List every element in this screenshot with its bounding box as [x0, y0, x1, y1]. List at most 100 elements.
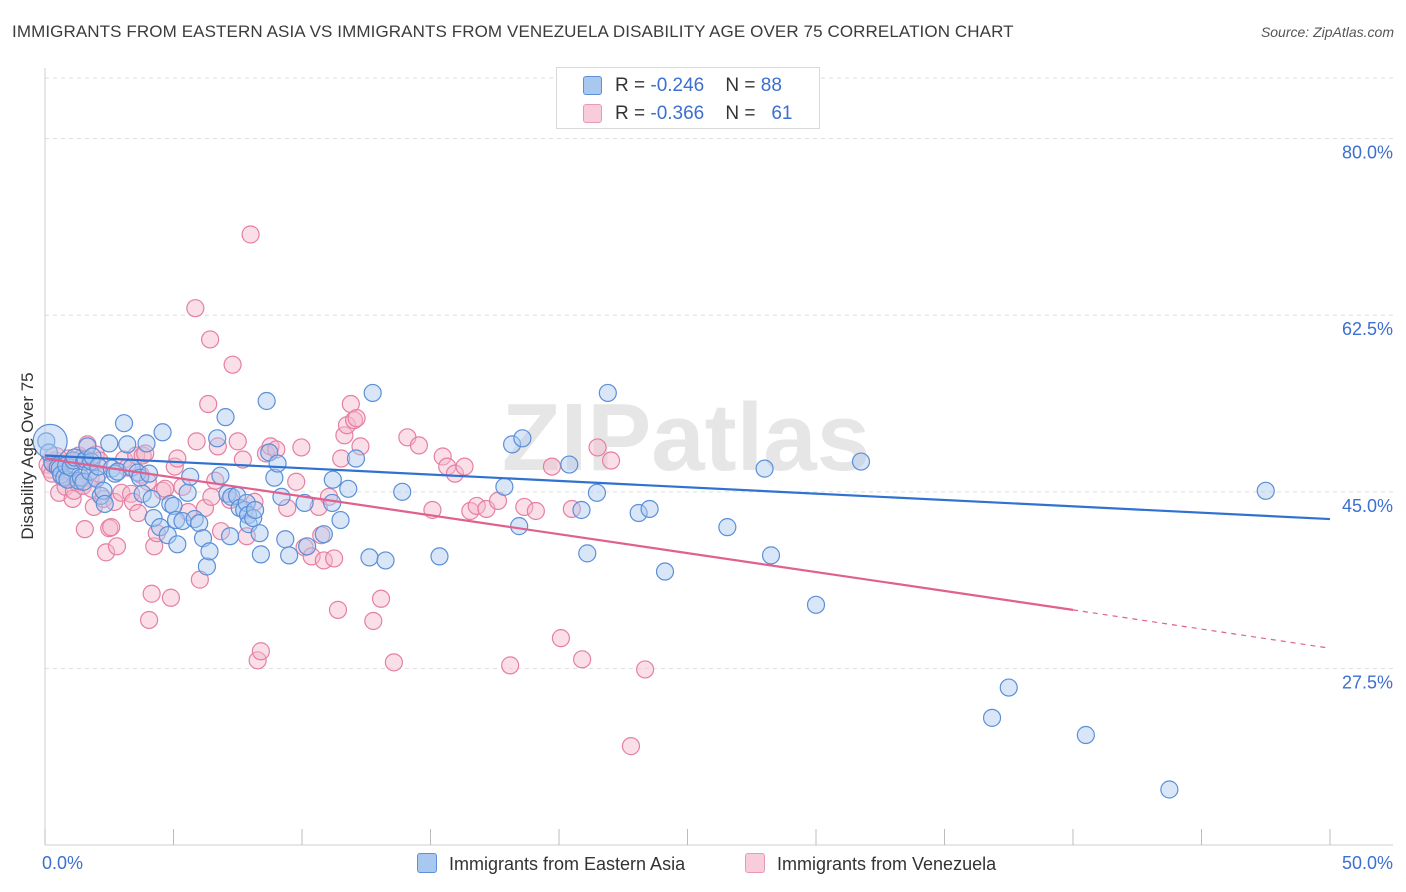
legend-r-label: R = [615, 75, 651, 96]
venezuela-point-115 [601, 451, 621, 470]
eastern-asia-point-30 [114, 414, 134, 433]
eastern-asia-point-101 [640, 499, 659, 519]
eastern-asia-point-89 [393, 482, 412, 501]
eastern-asia-point-112 [1256, 481, 1275, 500]
eastern-asia-point-73 [265, 468, 284, 487]
eastern-asia-point-25 [95, 494, 114, 514]
venezuela-point-59 [202, 487, 221, 506]
venezuela-point-86 [332, 449, 351, 468]
venezuela-point-62 [211, 522, 231, 541]
legend-n-label: N = [725, 103, 761, 124]
eastern-asia-point-17 [78, 437, 97, 456]
venezuela-point-75 [278, 498, 297, 518]
venezuela-point-85 [328, 600, 348, 619]
venezuela-point-65 [228, 432, 247, 451]
venezuela-point-112 [562, 499, 581, 519]
venezuela-point-37 [129, 503, 148, 523]
bottom-legend-label-blue: Immigrants from Eastern Asia [449, 854, 686, 874]
eastern-asia-point-0 [37, 432, 56, 451]
venezuela-point-97 [409, 436, 429, 455]
venezuela-point-101 [445, 464, 465, 483]
legend-swatch-blue [583, 76, 602, 95]
venezuela-point-50 [168, 449, 187, 468]
eastern-asia-point-105 [761, 546, 781, 565]
tick-labels: 27.5% 45.0% 62.5% 80.0% 0.0% 50.0% [42, 143, 1393, 873]
watermark: ZIPatlas [502, 384, 870, 491]
venezuela-point-93 [364, 611, 383, 631]
venezuela-point-114 [588, 438, 607, 457]
eastern-asia-point-39 [144, 508, 163, 528]
eastern-asia-point-43 [161, 494, 180, 514]
venezuela-point-42 [139, 610, 159, 630]
eastern-asia-point-48 [178, 483, 197, 502]
bottom-legend-swatch-pink [745, 853, 765, 873]
venezuela-point-48 [161, 588, 181, 607]
gridlines [45, 77, 1393, 669]
eastern-asia-point-79 [298, 537, 317, 556]
eastern-asia-point-31 [118, 435, 137, 454]
eastern-asia-point-29 [108, 462, 127, 481]
venezuela-point-99 [433, 447, 452, 466]
legend-n-value-pink: 61 [771, 103, 793, 124]
eastern-asia-point-71 [257, 391, 276, 411]
eastern-asia-point-68 [245, 500, 265, 520]
eastern-asia-point-95 [560, 455, 579, 474]
venezuela-point-92 [351, 437, 370, 456]
eastern-asia-point-87 [363, 383, 382, 403]
eastern-asia-point-84 [339, 479, 358, 498]
eastern-asia-point-83 [331, 510, 350, 530]
legend-n-label: N = [725, 75, 761, 96]
eastern-asia-point-82 [323, 470, 342, 489]
venezuela-point-107 [501, 656, 520, 675]
venezuela-point-30 [107, 537, 127, 556]
eastern-asia-point-85 [346, 449, 366, 468]
eastern-asia-point-51 [190, 513, 209, 533]
venezuela-point-91 [347, 409, 366, 428]
eastern-asia-point-57 [216, 408, 235, 427]
legend-r-value-blue: -0.246 [650, 75, 705, 96]
eastern-asia-point-78 [295, 493, 314, 513]
venezuela-point-102 [455, 457, 474, 476]
eastern-asia-point-35 [133, 484, 152, 503]
venezuela-point-26 [96, 543, 116, 562]
venezuela-point-53 [186, 299, 205, 318]
eastern-asia-point-92 [502, 435, 522, 454]
source-credit: Source: ZipAtlas.com [1260, 24, 1394, 40]
eastern-asia-point-44 [164, 496, 183, 516]
eastern-asia-point-108 [982, 708, 1002, 727]
eastern-asia-point-80 [314, 525, 333, 544]
venezuela-point-76 [287, 472, 306, 491]
eastern-asia-point-109 [999, 678, 1018, 697]
eastern-asia-point-38 [142, 489, 161, 508]
legend-n-value-blue: 88 [760, 75, 782, 96]
venezuela-point-17 [75, 520, 94, 539]
venezuela-point-110 [542, 457, 562, 476]
venezuela-point-117 [635, 660, 655, 679]
eastern-asia-point-70 [251, 545, 270, 564]
eastern-asia-point-90 [430, 547, 449, 566]
eastern-asia-point-45 [166, 510, 186, 530]
venezuela-point-43 [142, 584, 161, 603]
venezuela-point-94 [371, 589, 391, 608]
eastern-asia-point-large [32, 423, 68, 459]
eastern-asia-point-98 [587, 483, 607, 502]
x-tick-label-min: 0.0% [42, 853, 83, 873]
series-eastern-asia-points [32, 383, 1275, 799]
x-tick-label-max: 50.0% [1342, 853, 1393, 873]
eastern-asia-point-76 [276, 530, 295, 549]
eastern-asia-point-93 [510, 517, 529, 536]
eastern-asia-point-42 [158, 526, 177, 545]
venezuela-point-109 [526, 501, 545, 521]
eastern-asia-point-26 [100, 434, 119, 453]
venezuela-point-77 [292, 438, 311, 457]
eastern-asia-point-54 [200, 542, 219, 561]
eastern-asia-point-75 [272, 487, 291, 506]
eastern-asia-point-94 [513, 429, 532, 448]
venezuela-point-57 [199, 394, 218, 414]
y-axis-label: Disability Age Over 75 [18, 372, 37, 539]
eastern-asia-point-49 [181, 467, 200, 486]
eastern-asia-point-81 [323, 493, 342, 513]
venezuela-point-58 [201, 330, 220, 349]
trend-line-eastern-asia [44, 454, 1331, 521]
